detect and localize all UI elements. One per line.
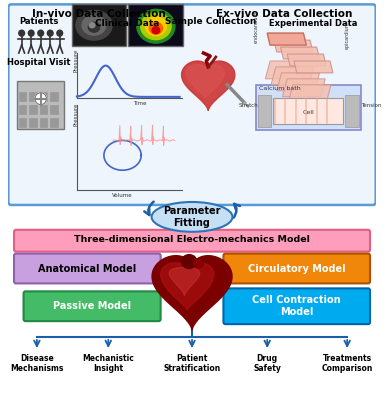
Ellipse shape (89, 23, 95, 28)
Polygon shape (277, 73, 320, 91)
FancyBboxPatch shape (40, 118, 47, 126)
Polygon shape (267, 33, 306, 45)
Text: Cell Contraction
Model: Cell Contraction Model (252, 296, 341, 317)
Text: Patients: Patients (19, 17, 59, 26)
FancyBboxPatch shape (50, 92, 58, 101)
Polygon shape (274, 40, 313, 52)
Text: Cell: Cell (302, 110, 314, 115)
Text: Sample Collection: Sample Collection (165, 17, 257, 26)
Text: endocardium: endocardium (254, 11, 259, 43)
Polygon shape (281, 47, 320, 59)
Polygon shape (186, 65, 224, 98)
Text: epicardium: epicardium (344, 21, 349, 49)
Polygon shape (265, 61, 308, 79)
Text: Tension: Tension (361, 103, 382, 108)
FancyBboxPatch shape (258, 95, 271, 126)
FancyBboxPatch shape (72, 4, 126, 46)
Polygon shape (267, 33, 306, 45)
Ellipse shape (82, 15, 106, 35)
Text: Disease
Mechanisms: Disease Mechanisms (10, 354, 64, 373)
FancyBboxPatch shape (24, 291, 161, 321)
Polygon shape (294, 61, 333, 73)
Text: Circulatory Model: Circulatory Model (248, 264, 345, 274)
FancyBboxPatch shape (29, 118, 37, 126)
Text: Hospital Visit: Hospital Visit (7, 58, 71, 67)
Text: Time: Time (133, 101, 146, 106)
FancyBboxPatch shape (128, 4, 183, 46)
FancyBboxPatch shape (14, 230, 370, 252)
Polygon shape (287, 54, 326, 66)
Text: Stretch: Stretch (239, 103, 259, 108)
FancyBboxPatch shape (19, 105, 26, 114)
Text: Ex-vivo Data Collection: Ex-vivo Data Collection (216, 9, 352, 19)
Polygon shape (169, 268, 200, 296)
Text: Three-dimensional Electro-mechanics Model: Three-dimensional Electro-mechanics Mode… (74, 235, 310, 244)
Circle shape (28, 30, 34, 36)
Text: Passive Model: Passive Model (53, 301, 131, 311)
Circle shape (47, 30, 53, 36)
Text: In-vivo Data Collection: In-vivo Data Collection (32, 9, 166, 19)
Ellipse shape (88, 22, 100, 32)
FancyBboxPatch shape (14, 254, 161, 284)
Polygon shape (283, 79, 325, 97)
FancyBboxPatch shape (223, 254, 370, 284)
Polygon shape (152, 256, 232, 330)
FancyBboxPatch shape (40, 92, 47, 101)
Circle shape (19, 30, 25, 36)
FancyBboxPatch shape (29, 92, 37, 101)
FancyBboxPatch shape (50, 118, 58, 126)
Ellipse shape (141, 13, 171, 40)
Circle shape (57, 30, 63, 36)
FancyBboxPatch shape (345, 95, 359, 126)
FancyBboxPatch shape (50, 105, 58, 114)
Circle shape (38, 30, 44, 36)
FancyBboxPatch shape (19, 92, 26, 101)
Text: Mechanistic
Insight: Mechanistic Insight (82, 354, 134, 373)
Polygon shape (181, 61, 235, 111)
Polygon shape (161, 263, 214, 310)
FancyBboxPatch shape (19, 118, 26, 126)
FancyBboxPatch shape (223, 288, 370, 324)
Ellipse shape (194, 259, 203, 268)
Ellipse shape (149, 22, 163, 34)
Text: Pressure: Pressure (73, 103, 78, 126)
Text: Calcium bath: Calcium bath (259, 86, 300, 91)
FancyBboxPatch shape (29, 105, 37, 114)
Polygon shape (288, 85, 331, 103)
FancyBboxPatch shape (8, 4, 376, 205)
FancyBboxPatch shape (256, 85, 361, 130)
Ellipse shape (152, 27, 160, 34)
Ellipse shape (137, 9, 175, 43)
FancyBboxPatch shape (17, 81, 64, 128)
Text: Anatomical Model: Anatomical Model (38, 264, 137, 274)
Text: Pressure: Pressure (73, 49, 78, 72)
Text: Experimental Data: Experimental Data (269, 19, 357, 28)
Ellipse shape (152, 202, 232, 232)
FancyBboxPatch shape (40, 105, 47, 114)
Text: Treatments
Comparison: Treatments Comparison (322, 354, 373, 373)
Text: Drug
Safety: Drug Safety (253, 354, 281, 373)
Ellipse shape (76, 10, 112, 40)
Polygon shape (271, 67, 314, 85)
FancyBboxPatch shape (273, 98, 344, 124)
Text: Clinical Data: Clinical Data (95, 19, 159, 28)
Text: Volume: Volume (112, 193, 133, 198)
Text: Parameter
Fitting: Parameter Fitting (163, 206, 221, 228)
Circle shape (35, 93, 46, 105)
Text: Patient
Stratification: Patient Stratification (163, 354, 221, 373)
Ellipse shape (146, 17, 166, 36)
Ellipse shape (181, 255, 197, 268)
